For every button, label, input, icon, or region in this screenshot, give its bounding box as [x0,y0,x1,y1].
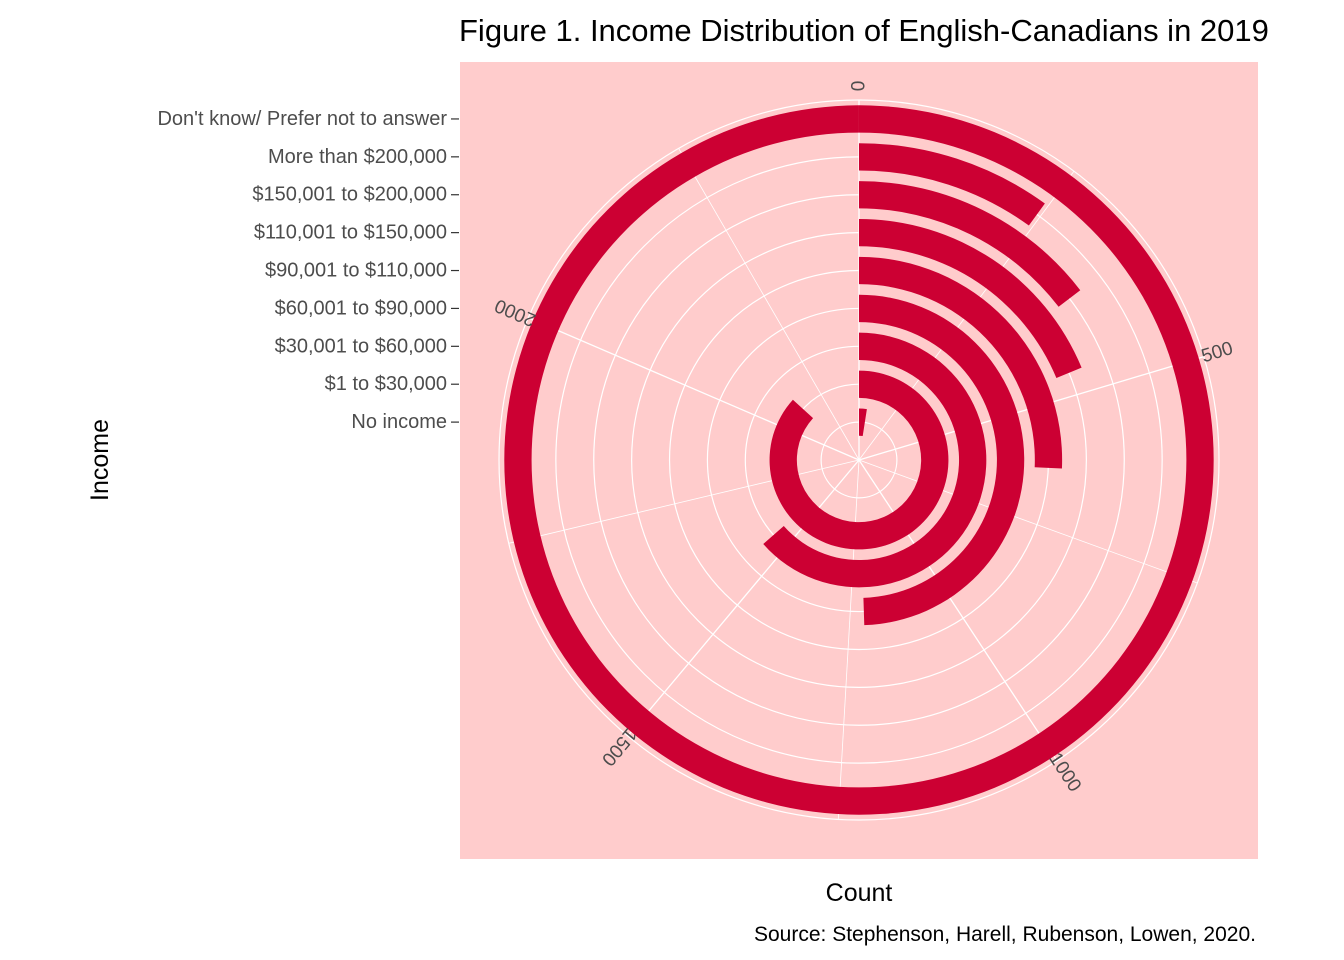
grid-spoke [678,148,860,461]
grid-spoke [858,459,1058,762]
grid-spoke [858,459,1198,584]
category-label: $110,001 to $150,000 [254,222,447,244]
income-category-labels: No income $1 to $30,000 $30,001 to $60,000… [157,108,459,433]
bars [504,105,1214,815]
category-label: $1 to $30,000 [325,373,447,395]
category-label: $30,001 to $60,000 [275,335,447,357]
source-caption: Source: Stephenson, Harell, Rubenson, Lo… [754,923,1256,946]
category-label: $60,001 to $90,000 [275,297,447,319]
grid-spoke [837,459,860,820]
category-label: More than $200,000 [268,146,447,168]
bar-2 [769,370,949,550]
tick-label: 0 [849,81,870,92]
chart-title: Figure 1. Income Distribution of English… [459,13,1269,48]
category-label: $150,001 to $200,000 [252,184,447,206]
category-label: No income [351,411,447,433]
category-label: $90,001 to $110,000 [265,260,447,282]
grid-spoke [508,459,860,544]
grid-spoke [627,459,860,737]
bar-1 [859,408,867,437]
x-axis-title: Count [826,879,893,907]
bar-5 [859,256,1063,469]
bar-7 [859,181,1081,307]
bar-4 [859,294,1025,626]
grid-spoke [528,317,860,461]
category-label: Don't know/ Prefer not to answer [157,108,447,130]
bar-3 [763,332,987,588]
bar-8 [859,143,1045,226]
bar-6 [859,218,1082,379]
y-axis-title: Income [86,419,114,501]
